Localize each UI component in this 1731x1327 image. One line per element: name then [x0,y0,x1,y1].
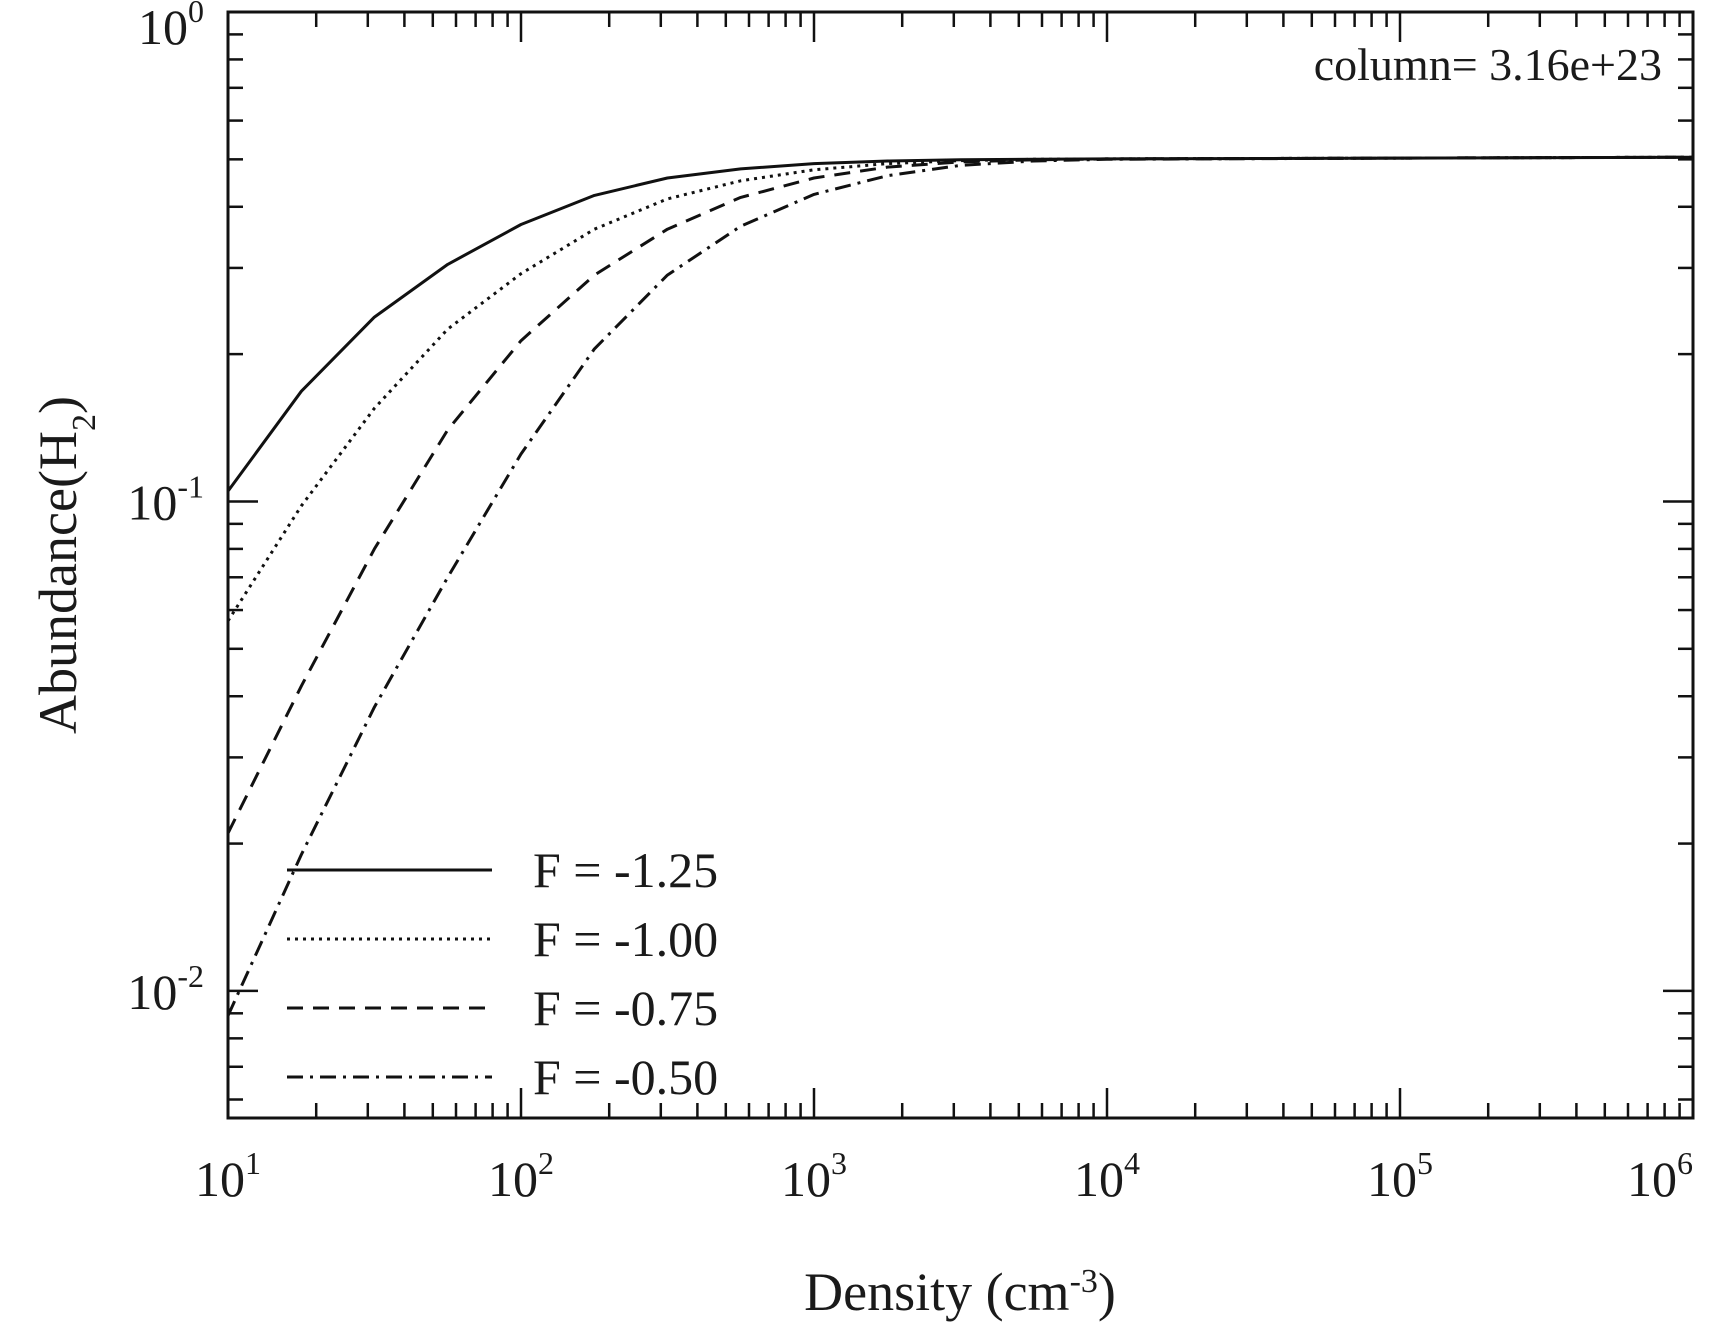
x-tick-label-exp: 4 [1124,1145,1140,1181]
x-tick-label-exp: 5 [1417,1145,1433,1181]
column-annotation: column= 3.16e+23 [1314,39,1662,90]
x-tick-label-exp: 1 [245,1145,261,1181]
x-axis-label-close: ) [1098,1262,1116,1322]
x-tick-label-base: 10 [1627,1151,1677,1207]
series-line [226,155,1694,834]
x-tick-label-exp: 6 [1677,1145,1693,1181]
y-tick-label-exp: 0 [188,0,204,29]
x-axis-label-base: Density (cm [804,1262,1069,1322]
y-tick-label: 100 [138,0,204,55]
y-axis-label: Abundance(H2) [28,396,103,734]
legend-label: F = -1.00 [533,911,718,967]
x-tick-label: 103 [781,1145,847,1207]
legend: F = -1.25 F = -1.00 F = -0.75 F = -0.50 [287,842,718,1105]
x-tick-label-exp: 3 [831,1145,847,1181]
x-tick-label: 104 [1074,1145,1140,1207]
x-tick-label-base: 10 [488,1151,538,1207]
x-tick-label: 106 [1627,1145,1693,1207]
series-line [226,155,1694,622]
x-tick-label-base: 10 [781,1151,831,1207]
x-tick-label-base: 10 [1367,1151,1417,1207]
series-line [226,155,1694,1017]
y-axis-label-base: Abundance(H [28,431,88,734]
y-axis-label-close: ) [28,396,88,414]
x-axis-label-sup: -3 [1070,1263,1098,1300]
series-line [226,155,1694,492]
y-tick-label: 10-2 [127,958,204,1020]
legend-label: F = -0.75 [533,980,718,1036]
y-axis-label-sub: 2 [66,414,103,431]
y-tick-label: 10-1 [127,468,204,530]
x-tick-label-base: 10 [1074,1151,1124,1207]
axis-ticks [226,10,1695,1118]
y-tick-label-exp: -2 [177,958,204,994]
x-axis-label: Density (cm-3) [804,1262,1116,1322]
plot-frame [226,10,1695,1120]
x-tick-label-exp: 2 [538,1145,554,1181]
y-tick-label-exp: -1 [177,468,204,504]
x-tick-label: 105 [1367,1145,1433,1207]
x-tick-label: 102 [488,1145,554,1207]
y-tick-label-base: 10 [138,0,188,55]
legend-label: F = -0.50 [533,1049,718,1105]
x-tick-label: 101 [195,1145,261,1207]
plot-series [226,155,1694,1017]
y-tick-label-base: 10 [127,474,177,530]
x-tick-label-base: 10 [195,1151,245,1207]
y-tick-label-base: 10 [127,964,177,1020]
legend-label: F = -1.25 [533,842,718,898]
